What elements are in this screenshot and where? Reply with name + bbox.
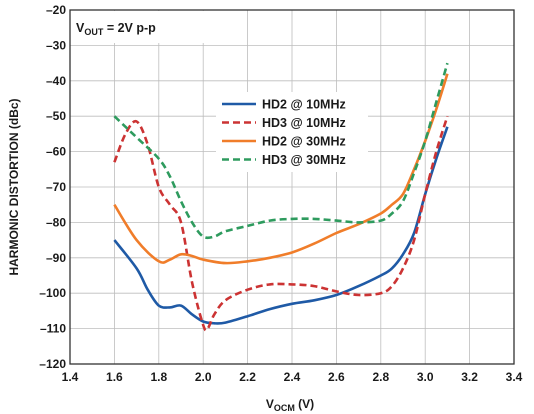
y-tick-label: –110 — [40, 322, 66, 336]
plot-frame — [69, 9, 515, 365]
x-axis-label-subscript: OCM — [274, 403, 295, 413]
series-line-hd3-10mhz — [113, 115, 449, 332]
x-tick-label: 3.4 — [506, 370, 523, 384]
annotation-main: V — [76, 21, 85, 35]
x-tick-label: 2.4 — [284, 370, 301, 384]
x-tick-label: 3.2 — [461, 370, 478, 384]
x-axis-label-main: V — [266, 397, 274, 411]
y-tick-label: –20 — [46, 3, 66, 17]
grid-lines — [70, 10, 514, 364]
series-line-hd3-30mhz — [113, 62, 449, 240]
y-tick-label: –40 — [46, 74, 66, 88]
y-tick-label: –60 — [46, 145, 66, 159]
x-tick-label: 1.8 — [150, 370, 167, 384]
annotation-rest: = 2V p-p — [103, 21, 156, 35]
y-tick-label: –30 — [46, 38, 66, 52]
x-axis-label: VOCM (V) — [266, 397, 314, 413]
x-tick-label: 1.4 — [62, 370, 79, 384]
legend-label-hd3-30mhz: HD3 @ 30MHz — [262, 153, 346, 167]
vout-annotation: VOUT = 2V p-p — [71, 11, 207, 43]
annotation-subscript: OUT — [84, 27, 104, 37]
annotation-box — [71, 11, 207, 43]
x-axis-label-rest: (V) — [295, 397, 314, 411]
series-line-hd2-30mhz — [113, 73, 449, 265]
data-series — [113, 62, 449, 332]
x-tick-label: 2.8 — [372, 370, 389, 384]
y-tick-label: –100 — [39, 286, 66, 300]
legend-label-hd2-10mhz: HD2 @ 10MHz — [262, 98, 346, 112]
series-line-hd2-10mhz — [113, 126, 449, 325]
x-tick-label: 2.6 — [328, 370, 345, 384]
annotation-text: VOUT = 2V p-p — [76, 21, 156, 37]
y-tick-label: –120 — [39, 357, 66, 371]
y-tick-label: –80 — [46, 215, 66, 229]
y-tick-label: –90 — [46, 251, 66, 265]
legend-label-hd2-30mhz: HD2 @ 30MHz — [262, 135, 346, 149]
legend-label-hd3-10mhz: HD3 @ 10MHz — [262, 116, 346, 130]
tick-labels: 1.4 1.6 1.8 2.0 2.2 2.4 2.6 2.8 3.0 3.2 3.4 –120 –11… — [39, 3, 522, 384]
x-tick-label: 2.0 — [195, 370, 212, 384]
y-tick-label: –70 — [46, 180, 66, 194]
x-tick-label: 1.6 — [106, 370, 123, 384]
x-tick-label: 2.2 — [239, 370, 256, 384]
y-axis-label: HARMONIC DISTORTION (dBc) — [7, 98, 21, 275]
legend: HD2 @ 10MHz HD3 @ 10MHz HD2 @ 30MHz HD3 @ 3… — [216, 92, 368, 172]
legend-box — [216, 92, 368, 172]
x-tick-label: 3.0 — [417, 370, 434, 384]
y-tick-label: –50 — [46, 109, 66, 123]
